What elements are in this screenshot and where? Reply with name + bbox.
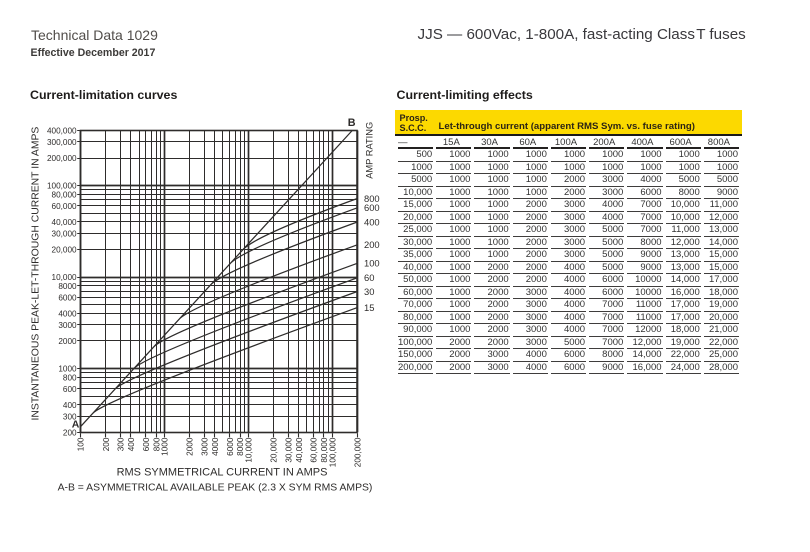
svg-text:800: 800: [364, 193, 380, 204]
svg-text:40,000: 40,000: [52, 218, 77, 227]
svg-text:400: 400: [63, 401, 77, 410]
svg-text:200,000: 200,000: [354, 437, 363, 467]
svg-text:RMS SYMMETRICAL CURRENT IN AMP: RMS SYMMETRICAL CURRENT IN AMPS: [117, 466, 328, 478]
svg-text:600: 600: [142, 437, 151, 451]
svg-text:200,000: 200,000: [47, 154, 77, 163]
svg-text:B: B: [348, 117, 356, 129]
svg-text:6000: 6000: [226, 437, 235, 456]
svg-text:20,000: 20,000: [52, 246, 77, 255]
svg-text:100: 100: [77, 437, 86, 451]
svg-text:2000: 2000: [186, 437, 195, 456]
svg-text:800: 800: [63, 373, 77, 382]
svg-text:30,000: 30,000: [284, 437, 293, 462]
svg-text:3000: 3000: [58, 321, 77, 330]
svg-text:10,000: 10,000: [52, 273, 77, 282]
svg-text:100,000: 100,000: [328, 437, 337, 467]
svg-text:100: 100: [364, 258, 380, 269]
svg-text:1000: 1000: [160, 437, 169, 456]
svg-text:1000: 1000: [58, 365, 77, 374]
svg-text:600: 600: [364, 202, 380, 213]
svg-text:200: 200: [364, 239, 380, 250]
svg-text:6000: 6000: [58, 293, 77, 302]
svg-text:AMP RATING: AMP RATING: [364, 122, 374, 179]
svg-text:200: 200: [102, 437, 111, 451]
svg-text:600: 600: [63, 385, 77, 394]
svg-text:60,000: 60,000: [52, 202, 77, 211]
svg-text:30,000: 30,000: [52, 229, 77, 238]
svg-text:60: 60: [364, 272, 374, 283]
svg-text:8000: 8000: [58, 282, 77, 291]
svg-text:4000: 4000: [58, 310, 77, 319]
svg-text:800: 800: [152, 437, 161, 451]
svg-text:15: 15: [364, 302, 374, 313]
svg-text:2000: 2000: [58, 337, 77, 346]
svg-text:200: 200: [63, 429, 77, 438]
svg-text:300: 300: [117, 437, 126, 451]
svg-text:100,000: 100,000: [47, 182, 77, 191]
svg-text:300,000: 300,000: [47, 138, 77, 147]
svg-text:A-B = ASYMMETRICAL AVAILABLE P: A-B = ASYMMETRICAL AVAILABLE PEAK (2.3 X…: [58, 482, 373, 493]
svg-text:8000: 8000: [236, 437, 245, 456]
svg-text:3000: 3000: [201, 437, 210, 456]
svg-text:40,000: 40,000: [295, 437, 304, 462]
svg-text:400,000: 400,000: [47, 127, 77, 136]
svg-text:300: 300: [63, 412, 77, 421]
svg-text:20,000: 20,000: [270, 437, 279, 462]
svg-text:80,000: 80,000: [320, 437, 329, 462]
svg-text:30: 30: [364, 286, 374, 297]
svg-text:A: A: [72, 419, 80, 431]
svg-text:60,000: 60,000: [310, 437, 319, 462]
svg-text:INSTANTANEOUS PEAK-LET-THROUGH: INSTANTANEOUS PEAK-LET-THROUGH CURRENT I…: [31, 127, 42, 421]
svg-text:400: 400: [364, 216, 380, 227]
svg-text:80,000: 80,000: [52, 191, 77, 200]
svg-text:10,000: 10,000: [244, 437, 253, 462]
svg-text:400: 400: [127, 437, 136, 451]
svg-text:4000: 4000: [211, 437, 220, 456]
